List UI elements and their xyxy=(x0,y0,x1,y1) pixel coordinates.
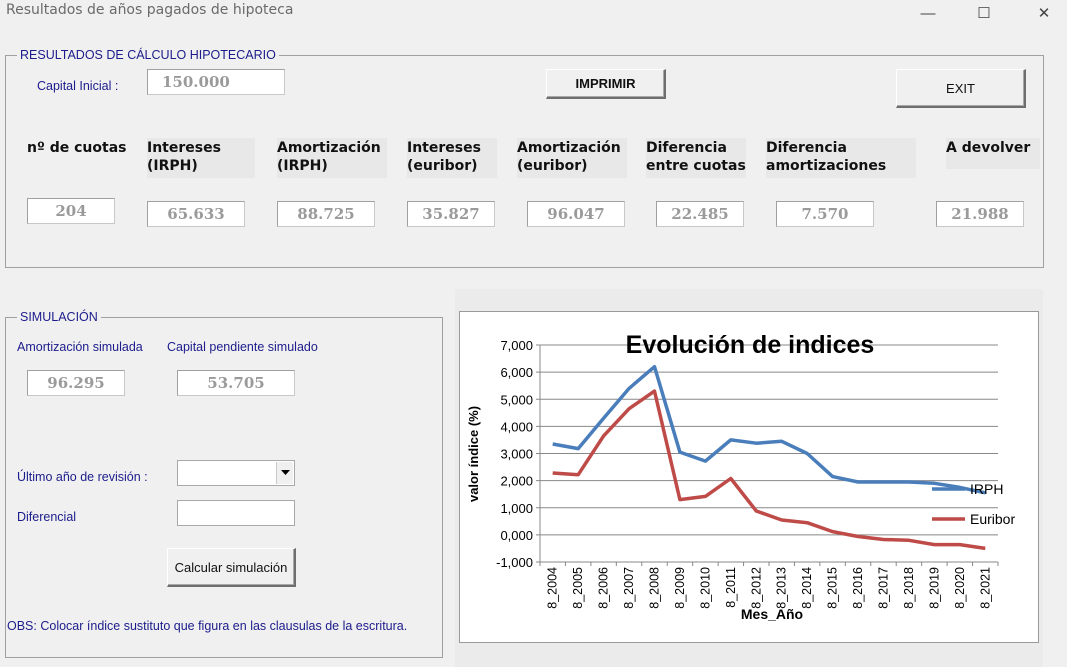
header-amortizacion-irph: Amortización (IRPH) xyxy=(277,138,387,178)
y-tick-label: 5,000 xyxy=(500,392,533,407)
ultimo-ano-label: Último año de revisión : xyxy=(17,470,148,484)
simulation-frame: SIMULACIÓN xyxy=(5,310,443,658)
y-tick-label: 3,000 xyxy=(500,447,533,462)
capital-pendiente-label: Capital pendiente simulado xyxy=(167,340,318,354)
diferencial-input[interactable] xyxy=(177,500,295,526)
x-tick-label: 8_2012 xyxy=(749,567,763,609)
y-tick-label: 7,000 xyxy=(500,338,533,353)
chevron-down-icon xyxy=(280,470,290,475)
value-intereses-euribor: 35.827 xyxy=(407,201,495,227)
y-axis-label: valor índice (%) xyxy=(466,406,481,502)
value-amortizacion-irph: 88.725 xyxy=(277,201,375,227)
x-tick-label: 8_2010 xyxy=(698,567,712,609)
x-tick-label: 8_2020 xyxy=(953,567,967,609)
value-a-devolver: 21.988 xyxy=(936,201,1024,227)
chart-svg: -1,000 0,000 1,000 2,000 3,000 4,000 5,000 6,00… xyxy=(466,331,1015,622)
x-tick-label: 8_2018 xyxy=(902,567,916,609)
chart-panel: -1,000 0,000 1,000 2,000 3,000 4,000 5,000 6,00… xyxy=(455,289,1043,667)
x-tick-label: 8_2008 xyxy=(648,567,662,609)
x-tick-label: 8_2013 xyxy=(775,567,789,609)
exit-button[interactable]: EXIT xyxy=(896,69,1026,108)
minimize-button[interactable]: — xyxy=(920,4,936,22)
capital-pendiente-value: 53.705 xyxy=(177,370,295,396)
x-tick-label: 8_2007 xyxy=(622,567,636,609)
header-num-cuotas: nº de cuotas xyxy=(27,140,127,156)
close-button[interactable]: ✕ xyxy=(1037,5,1051,22)
x-tick-label: 8_2017 xyxy=(877,567,891,609)
value-num-cuotas: 204 xyxy=(27,198,115,224)
x-tick-label: 8_2015 xyxy=(826,567,840,609)
print-button[interactable]: IMPRIMIR xyxy=(546,69,666,99)
legend-label-irph: IRPH xyxy=(970,481,1003,497)
simulation-frame-legend: SIMULACIÓN xyxy=(20,310,98,324)
observacion-note: OBS: Colocar índice sustituto que figura… xyxy=(7,619,408,633)
value-intereses-irph: 65.633 xyxy=(147,201,245,227)
x-tick-label: 8_2004 xyxy=(546,567,560,609)
header-intereses-irph: Intereses (IRPH) xyxy=(147,138,255,178)
calcular-simulacion-button[interactable]: Calcular simulación xyxy=(167,548,296,587)
y-tick-label: 1,000 xyxy=(500,501,533,516)
y-tick-label: 0,000 xyxy=(500,528,533,543)
capital-inicial-label: Capital Inicial : xyxy=(37,79,119,93)
y-tick-label: 6,000 xyxy=(500,365,533,380)
window-titlebar: Resultados de años pagados de hipoteca —… xyxy=(0,0,1067,26)
chart-title: Evolución de indices xyxy=(626,331,875,359)
header-diferencia-cuotas: Diferencia entre cuotas xyxy=(646,138,746,178)
value-diferencia-amortizaciones: 7.570 xyxy=(776,201,874,227)
diferencial-label: Diferencial xyxy=(17,510,77,524)
results-frame: RESULTADOS DE CÁLCULO HIPOTECARIO xyxy=(5,48,1044,268)
ultimo-ano-select[interactable] xyxy=(177,460,295,486)
form-client-area: RESULTADOS DE CÁLCULO HIPOTECARIO Capita… xyxy=(0,26,1067,667)
x-tick-label: 8_2006 xyxy=(597,567,611,609)
amortizacion-simulada-label: Amortización simulada xyxy=(17,340,143,354)
x-tick-label: 8_2016 xyxy=(851,567,865,609)
series-line-irph xyxy=(552,364,986,495)
maximize-button[interactable]: ☐ xyxy=(977,5,991,22)
header-a-devolver: A devolver xyxy=(946,138,1040,169)
x-tick-label: 8_2011 xyxy=(724,567,738,608)
header-diferencia-amortizaciones: Diferencia amortizaciones xyxy=(766,138,916,178)
x-tick-label: 8_2019 xyxy=(927,567,941,609)
chart-area: -1,000 0,000 1,000 2,000 3,000 4,000 5,000 6,00… xyxy=(459,311,1039,643)
amortizacion-simulada-value: 96.295 xyxy=(27,370,125,396)
x-axis-label: Mes_Año xyxy=(741,606,803,622)
results-frame-legend: RESULTADOS DE CÁLCULO HIPOTECARIO xyxy=(20,48,276,62)
value-amortizacion-euribor: 96.047 xyxy=(527,201,625,227)
x-tick-label: 8_2021 xyxy=(978,567,992,609)
x-tick-label: 8_2005 xyxy=(571,567,585,609)
window-title: Resultados de años pagados de hipoteca xyxy=(6,2,294,18)
y-tick-label: 2,000 xyxy=(500,474,533,489)
x-tick-label: 8_2014 xyxy=(800,567,814,609)
header-intereses-euribor: Intereses (euribor) xyxy=(407,138,497,178)
legend-label-euribor: Euribor xyxy=(970,511,1015,527)
capital-inicial-value: 150.000 xyxy=(147,69,285,95)
series-line-euribor xyxy=(552,389,986,551)
y-tick-label: 4,000 xyxy=(500,419,533,434)
value-diferencia-cuotas: 22.485 xyxy=(656,201,744,227)
y-tick-label: -1,000 xyxy=(496,555,533,570)
x-tick-label: 8_2009 xyxy=(673,567,687,609)
header-amortizacion-euribor: Amortización (euribor) xyxy=(517,138,627,178)
dropdown-arrow-button[interactable] xyxy=(276,462,293,484)
